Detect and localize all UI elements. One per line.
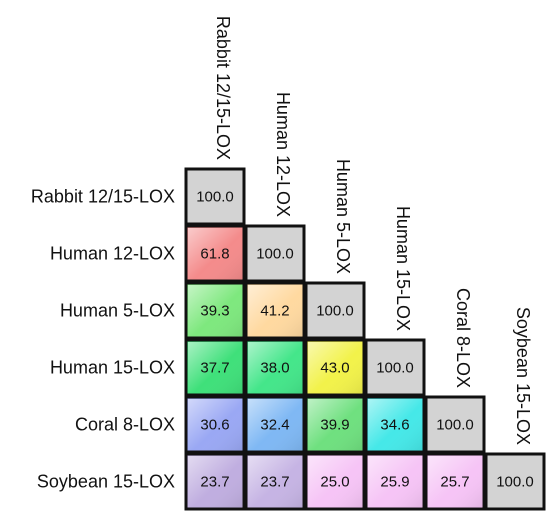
matrix-cell: 41.2 <box>244 281 306 340</box>
cell-shading <box>308 456 362 507</box>
cell-background <box>484 452 546 511</box>
row-label: Coral 8-LOX <box>75 415 175 435</box>
matrix-cell: 32.4 <box>244 395 306 454</box>
matrix-cell: 100.0 <box>304 281 366 340</box>
matrix-cell: 100.0 <box>484 452 546 511</box>
cell-shading <box>368 456 422 507</box>
cell-value: 41.2 <box>260 303 289 320</box>
cell-value: 100.0 <box>496 474 534 491</box>
cell-shading <box>308 399 362 450</box>
cell-value: 38.0 <box>260 360 289 377</box>
matrix-cell: 37.7 <box>184 338 246 397</box>
cell-shading <box>188 285 242 336</box>
row-label: Soybean 15-LOX <box>37 472 175 492</box>
cell-value: 100.0 <box>316 303 354 320</box>
cell-shading <box>188 228 242 279</box>
column-label: Rabbit 12/15-LOX <box>213 16 233 160</box>
cell-value: 100.0 <box>436 417 474 434</box>
matrix-cell: 100.0 <box>184 167 246 226</box>
matrix-cell: 23.7 <box>184 452 246 511</box>
cell-shading <box>248 399 302 450</box>
matrix-cell: 23.7 <box>244 452 306 511</box>
cell-shading <box>308 342 362 393</box>
cell-shading <box>368 399 422 450</box>
column-label: Human 5-LOX <box>333 159 353 274</box>
cell-shading <box>428 456 482 507</box>
row-label: Rabbit 12/15-LOX <box>31 187 175 207</box>
cell-value: 25.0 <box>320 474 349 491</box>
cell-background <box>244 224 306 283</box>
cell-value: 100.0 <box>376 360 414 377</box>
matrix-cell: 100.0 <box>244 224 306 283</box>
cell-value: 61.8 <box>200 246 229 263</box>
column-label: Soybean 15-LOX <box>513 307 533 445</box>
cell-shading <box>188 342 242 393</box>
matrix-cells: 100.0 61.8 100.0 39.3 41.2 100.0 37.7 38.0 43.0 1… <box>184 167 546 511</box>
cell-value: 25.9 <box>380 474 409 491</box>
cell-background <box>184 167 246 226</box>
cell-shading <box>248 456 302 507</box>
matrix-cell: 25.0 <box>304 452 366 511</box>
cell-value: 34.6 <box>380 417 409 434</box>
cell-value: 32.4 <box>260 417 289 434</box>
cell-shading <box>248 342 302 393</box>
column-label: Human 15-LOX <box>393 206 413 331</box>
matrix-cell: 43.0 <box>304 338 366 397</box>
cell-value: 100.0 <box>256 246 294 263</box>
row-label: Human 15-LOX <box>50 358 175 378</box>
matrix-cell: 25.9 <box>364 452 426 511</box>
cell-background <box>364 338 426 397</box>
matrix-cell: 34.6 <box>364 395 426 454</box>
cell-value: 43.0 <box>320 360 349 377</box>
matrix-cell: 100.0 <box>424 395 486 454</box>
matrix-cell: 39.9 <box>304 395 366 454</box>
matrix-cell: 100.0 <box>364 338 426 397</box>
matrix-cell: 61.8 <box>184 224 246 283</box>
column-labels: Rabbit 12/15-LOX Human 12-LOX Human 5-LOX H… <box>213 16 533 445</box>
column-label: Human 12-LOX <box>273 92 293 217</box>
cell-value: 37.7 <box>200 360 229 377</box>
matrix-cell: 38.0 <box>244 338 306 397</box>
cell-value: 39.3 <box>200 303 229 320</box>
cell-background <box>304 281 366 340</box>
cell-value: 30.6 <box>200 417 229 434</box>
matrix-cell: 30.6 <box>184 395 246 454</box>
cell-value: 39.9 <box>320 417 349 434</box>
cell-value: 23.7 <box>200 474 229 491</box>
row-labels: Rabbit 12/15-LOX Human 12-LOX Human 5-LOX H… <box>31 187 175 492</box>
cell-background <box>424 395 486 454</box>
matrix-cell: 25.7 <box>424 452 486 511</box>
cell-shading <box>188 456 242 507</box>
cell-shading <box>248 285 302 336</box>
matrix-cell: 39.3 <box>184 281 246 340</box>
row-label: Human 5-LOX <box>60 301 175 321</box>
cell-value: 25.7 <box>440 474 469 491</box>
cell-value: 100.0 <box>196 189 234 206</box>
row-label: Human 12-LOX <box>50 244 175 264</box>
cell-value: 23.7 <box>260 474 289 491</box>
column-label: Coral 8-LOX <box>453 288 473 388</box>
cell-shading <box>188 399 242 450</box>
